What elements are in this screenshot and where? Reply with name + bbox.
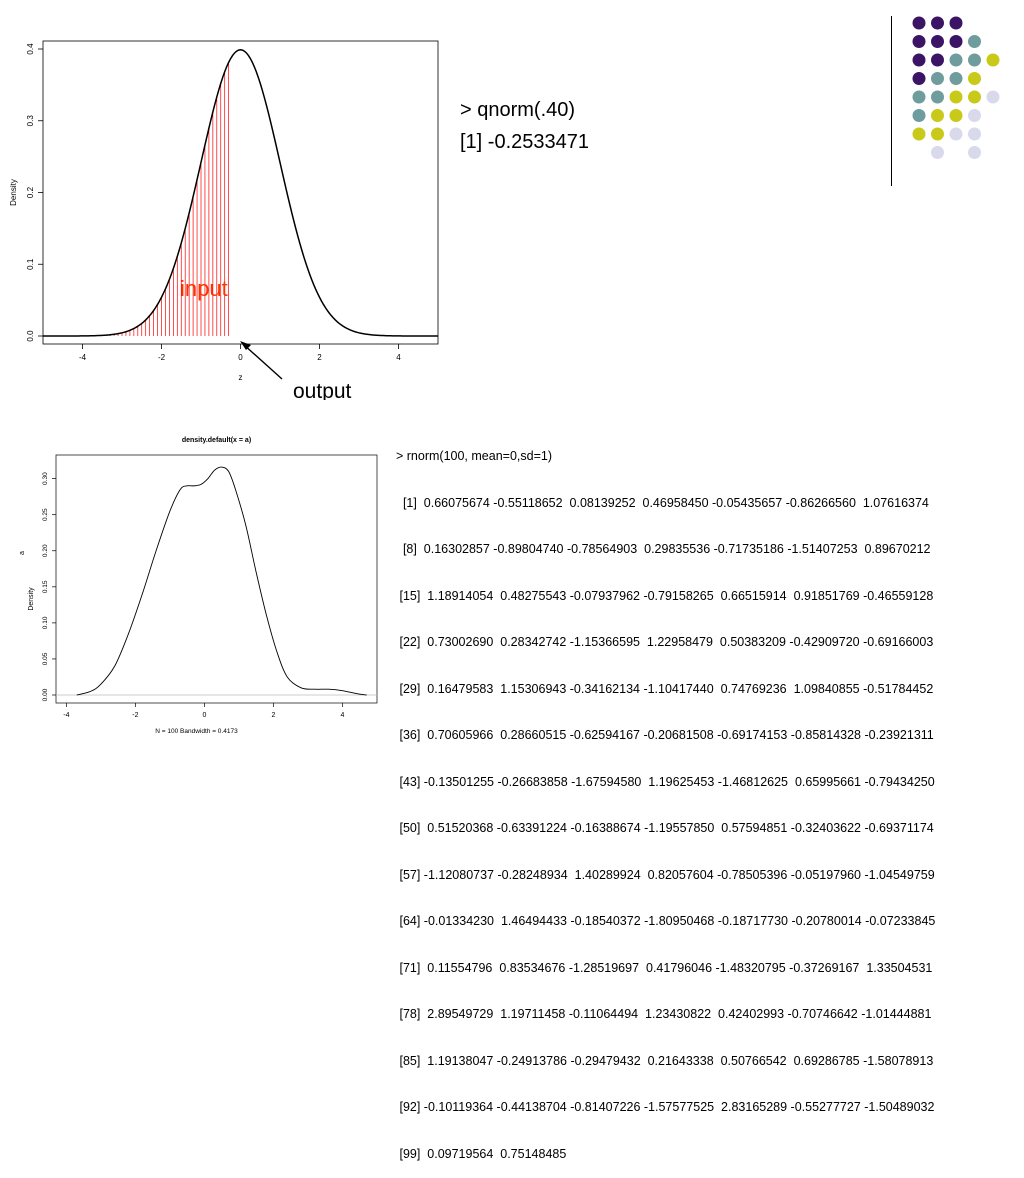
palette-dot	[931, 109, 944, 122]
rnorm-line: [92] -0.10119364 -0.44138704 -0.81407226…	[396, 1100, 935, 1114]
density-curve	[76, 466, 367, 696]
rnorm-line: [22] 0.73002690 0.28342742 -1.15366595 1…	[396, 635, 934, 649]
kernel-density-chart: density.default(x = a) -4 -2 0 2 4 0.00 0.05 0.1…	[19, 437, 378, 735]
palette-dot	[931, 16, 944, 30]
y-tick-label: 0.20	[42, 544, 49, 557]
palette-dot	[931, 53, 944, 67]
rnorm-line: [29] 0.16479583 1.15306943 -0.34162134 -…	[396, 681, 934, 696]
palette-dot	[968, 146, 981, 159]
rnorm-line: [36] 0.70605966 0.28660515 -0.62594167 -…	[396, 728, 934, 742]
qnorm-result: [1] -0.2533471	[460, 131, 589, 153]
palette-dot	[949, 127, 963, 141]
palette-dot	[912, 35, 926, 48]
divider-line	[891, 16, 892, 186]
x-tick-label: 0	[202, 712, 206, 719]
palette-dot	[949, 53, 963, 67]
palette-dot	[949, 35, 963, 48]
y-axis-label: Density	[9, 179, 18, 206]
rnorm-line: [43] -0.13501255 -0.26683858 -1.67594580…	[396, 774, 935, 789]
shaded-region	[97, 62, 229, 336]
palette-dot	[968, 53, 981, 67]
rnorm-line: [1] 0.66075674 -0.55118652 0.08139252 0.…	[396, 495, 929, 510]
output-arrowhead	[240, 341, 251, 350]
palette-dot	[912, 90, 926, 104]
y-tick-label: 0.1	[26, 258, 35, 270]
x-tick-label: 2	[271, 712, 275, 719]
palette-dot	[931, 72, 944, 85]
plot-frame	[55, 454, 378, 704]
x-axis-label: z	[239, 373, 243, 382]
y-tick-label: 0.30	[42, 472, 49, 485]
palette-dot	[912, 72, 926, 85]
palette-dot	[912, 109, 926, 122]
palette-dot	[931, 90, 944, 104]
x-tick-label: -2	[132, 712, 138, 719]
y-tick-label: 0.25	[42, 508, 49, 521]
x-tick-label: -4	[79, 353, 87, 362]
palette-dot	[949, 90, 963, 104]
y-tick-label: 0.3	[26, 115, 35, 127]
density-curve	[43, 48, 438, 337]
palette-dot	[949, 16, 963, 30]
x-tick-label: -4	[63, 712, 69, 719]
rnorm-command: > rnorm(100, mean=0,sd=1)	[396, 449, 552, 463]
palette-dot	[968, 127, 981, 141]
y-tick-label: 0.05	[42, 652, 49, 665]
palette-dot	[912, 127, 926, 141]
y-tick-label: 0.0	[26, 330, 35, 342]
plot-frame	[42, 40, 439, 345]
rnorm-output: > rnorm(100, mean=0,sd=1) [1] 0.66075674…	[396, 418, 935, 1178]
rnorm-line: [71] 0.11554796 0.83534676 -1.28519697 0…	[396, 960, 933, 975]
chart-title: density.default(x = a)	[182, 437, 251, 444]
rnorm-line: [57] -1.12080737 -0.28248934 1.40289924 …	[396, 867, 935, 882]
palette-dot	[968, 35, 981, 48]
y-axis-label: Density	[28, 587, 35, 611]
rnorm-line: [15] 1.18914054 0.48275543 -0.07937962 -…	[396, 588, 934, 603]
rnorm-line: [64] -0.01334230 1.46494433 -0.18540372 …	[396, 914, 936, 928]
x-tick-label: -2	[158, 353, 166, 362]
y-tick-label: 0.4	[26, 43, 35, 55]
rnorm-line: [85] 1.19138047 -0.24913786 -0.29479432 …	[396, 1053, 934, 1068]
palette-dot	[968, 90, 981, 104]
x-tick-label: 4	[396, 353, 401, 362]
palette-dot	[968, 109, 981, 122]
rnorm-line: [78] 2.89549729 1.19711458 -0.11064494 1…	[396, 1007, 932, 1021]
x-axis-label: N = 100 Bandwidth = 0.4173	[155, 728, 238, 735]
palette-dot	[968, 72, 981, 85]
side-label: a	[19, 551, 26, 555]
palette-dot	[912, 53, 926, 67]
x-tick-label: 4	[341, 712, 345, 719]
y-tick-label: 0.10	[42, 616, 49, 629]
palette-dot	[986, 90, 1000, 104]
palette-dot	[931, 146, 944, 159]
output-annotation: output	[293, 380, 352, 400]
palette-dot	[912, 16, 926, 30]
palette-dot	[949, 109, 963, 122]
y-tick-label: 0.15	[42, 580, 49, 593]
x-tick-label: 2	[317, 353, 322, 362]
rnorm-line: [50] 0.51520368 -0.63391224 -0.16388674 …	[396, 821, 934, 835]
y-tick-label: 0.00	[42, 688, 49, 701]
rnorm-line: [99] 0.09719564 0.75148485	[396, 1146, 567, 1161]
rnorm-line: [8] 0.16302857 -0.89804740 -0.78564903 0…	[396, 542, 931, 556]
y-tick-label: 0.2	[26, 186, 35, 198]
palette-dot	[931, 35, 944, 48]
x-tick-label: 0	[238, 353, 243, 362]
palette-dot	[949, 72, 963, 85]
input-annotation: input	[180, 276, 228, 301]
palette-dot	[986, 53, 1000, 67]
normal-density-chart: -4 -2 0 2 4 0.0 0.1 0.2 0.3 0.4 z Density input outpu…	[9, 40, 439, 400]
output-arrow	[242, 343, 283, 380]
color-dot-palette	[912, 16, 1000, 159]
palette-dot	[931, 127, 944, 141]
qnorm-command: > qnorm(.40)	[460, 99, 576, 121]
